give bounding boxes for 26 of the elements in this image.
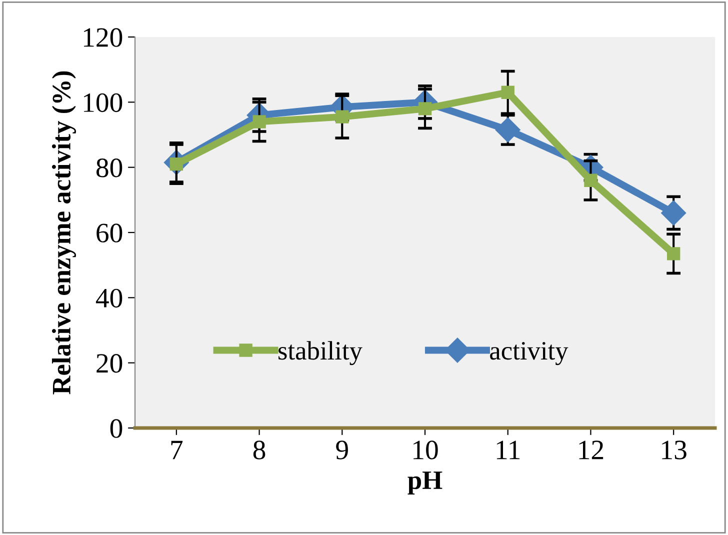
point xyxy=(584,174,598,187)
x-tick-label: 9 xyxy=(336,440,348,460)
y-tick-label: 60 xyxy=(96,224,122,242)
x-tick-label: 7 xyxy=(171,440,183,460)
y-tick-label: 100 xyxy=(84,93,122,112)
x-tick-label: 11 xyxy=(496,440,520,460)
point xyxy=(252,115,266,128)
point xyxy=(666,247,680,260)
point xyxy=(495,117,520,142)
legend-label: stability xyxy=(278,341,362,366)
point xyxy=(336,110,349,124)
x-axis-title: pH xyxy=(408,472,442,494)
y-tick-label: 80 xyxy=(96,158,122,178)
x-tick-label: 8 xyxy=(253,440,266,460)
y-tick-label: 20 xyxy=(96,354,122,373)
y-tick-label: 120 xyxy=(84,28,122,47)
legend-label: activity xyxy=(490,342,568,366)
y-tick-label: 40 xyxy=(96,288,122,308)
y-axis-title: Relative enzyme activity (%) xyxy=(52,71,76,394)
point xyxy=(501,86,514,99)
point xyxy=(418,102,432,116)
x-tick-label: 10 xyxy=(414,440,438,460)
point xyxy=(661,200,686,226)
x-tick-label: 12 xyxy=(579,440,604,460)
y-tick-label: 0 xyxy=(110,419,122,438)
x-tick-label: 13 xyxy=(662,440,686,460)
